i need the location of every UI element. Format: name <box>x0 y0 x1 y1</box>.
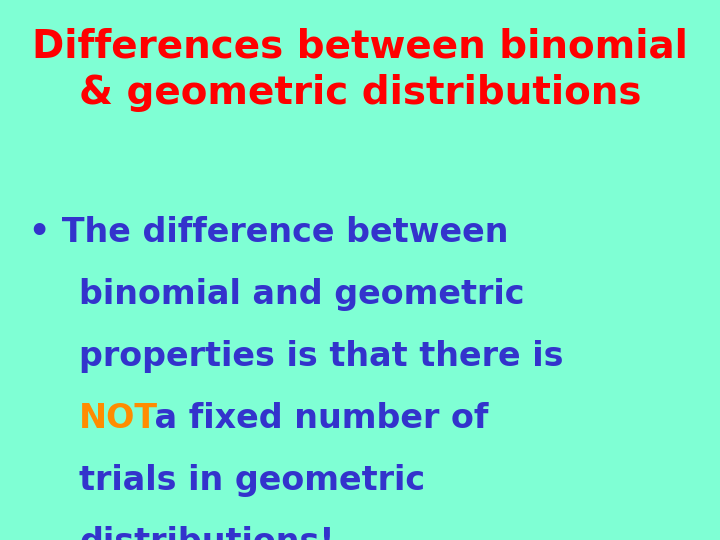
Text: NOT: NOT <box>79 402 158 435</box>
Text: a fixed number of: a fixed number of <box>143 402 488 435</box>
Text: properties is that there is: properties is that there is <box>79 340 564 373</box>
Text: • The difference between: • The difference between <box>29 216 508 249</box>
Text: Differences between binomial
& geometric distributions: Differences between binomial & geometric… <box>32 27 688 112</box>
Text: distributions!: distributions! <box>79 526 335 540</box>
Text: binomial and geometric: binomial and geometric <box>79 278 525 311</box>
Text: trials in geometric: trials in geometric <box>79 464 426 497</box>
